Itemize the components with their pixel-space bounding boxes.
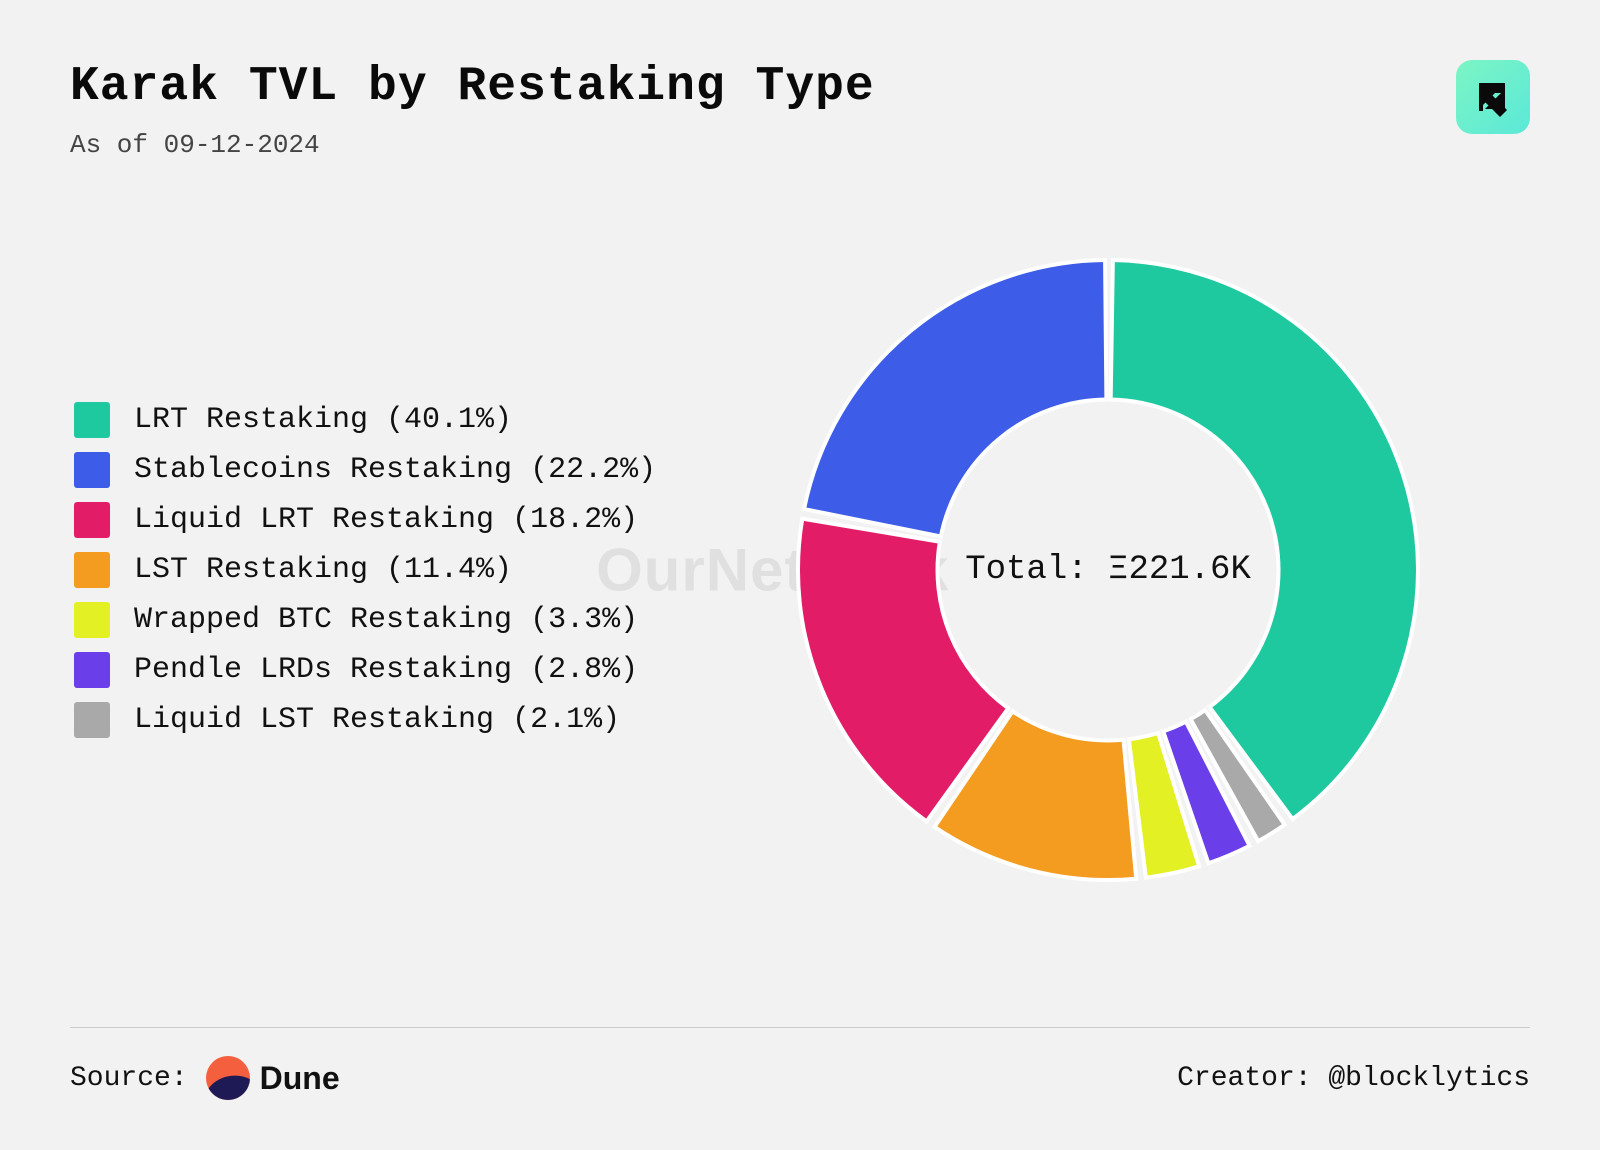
chart-area: OurNetwork Total: Ξ221.6K <box>686 250 1530 890</box>
legend-swatch <box>74 552 110 588</box>
page-title: Karak TVL by Restaking Type <box>70 60 875 114</box>
brand-arrow-icon <box>1473 77 1513 117</box>
legend-swatch <box>74 402 110 438</box>
legend-item: LRT Restaking (40.1%) <box>74 402 656 438</box>
header: Karak TVL by Restaking Type As of 09-12-… <box>70 60 1530 160</box>
footer: Source: Dune Creator: @blocklytics <box>70 1027 1530 1100</box>
creator-block: Creator: @blocklytics <box>1177 1063 1530 1094</box>
dune-name: Dune <box>260 1060 340 1097</box>
legend-label: LST Restaking (11.4%) <box>134 553 512 587</box>
source-label: Source: <box>70 1063 188 1094</box>
dune-circle-icon <box>206 1056 250 1100</box>
legend-item: Stablecoins Restaking (22.2%) <box>74 452 656 488</box>
legend-swatch <box>74 452 110 488</box>
subtitle-date: As of 09-12-2024 <box>70 130 875 160</box>
chart-card: Karak TVL by Restaking Type As of 09-12-… <box>0 0 1600 1150</box>
legend-label: Pendle LRDs Restaking (2.8%) <box>134 653 638 687</box>
creator-handle: @blocklytics <box>1328 1063 1530 1094</box>
legend-label: Liquid LRT Restaking (18.2%) <box>134 503 638 537</box>
legend-item: Liquid LST Restaking (2.1%) <box>74 702 656 738</box>
legend-swatch <box>74 602 110 638</box>
legend-label: Stablecoins Restaking (22.2%) <box>134 453 656 487</box>
donut-center-label: Total: Ξ221.6K <box>965 551 1251 589</box>
legend-item: Liquid LRT Restaking (18.2%) <box>74 502 656 538</box>
legend-swatch <box>74 702 110 738</box>
legend-label: Wrapped BTC Restaking (3.3%) <box>134 603 638 637</box>
creator-label: Creator: <box>1177 1063 1311 1094</box>
legend-label: LRT Restaking (40.1%) <box>134 403 512 437</box>
legend-item: Pendle LRDs Restaking (2.8%) <box>74 652 656 688</box>
legend-item: Wrapped BTC Restaking (3.3%) <box>74 602 656 638</box>
source-block: Source: Dune <box>70 1056 340 1100</box>
dune-logo: Dune <box>206 1056 340 1100</box>
legend-swatch <box>74 652 110 688</box>
legend-swatch <box>74 502 110 538</box>
legend-label: Liquid LST Restaking (2.1%) <box>134 703 620 737</box>
donut-chart: Total: Ξ221.6K <box>788 250 1428 890</box>
content-row: LRT Restaking (40.1%) Stablecoins Restaki… <box>70 250 1530 890</box>
legend: LRT Restaking (40.1%) Stablecoins Restaki… <box>70 388 656 752</box>
donut-segment <box>804 260 1106 536</box>
legend-item: LST Restaking (11.4%) <box>74 552 656 588</box>
brand-badge <box>1456 60 1530 134</box>
title-block: Karak TVL by Restaking Type As of 09-12-… <box>70 60 875 160</box>
